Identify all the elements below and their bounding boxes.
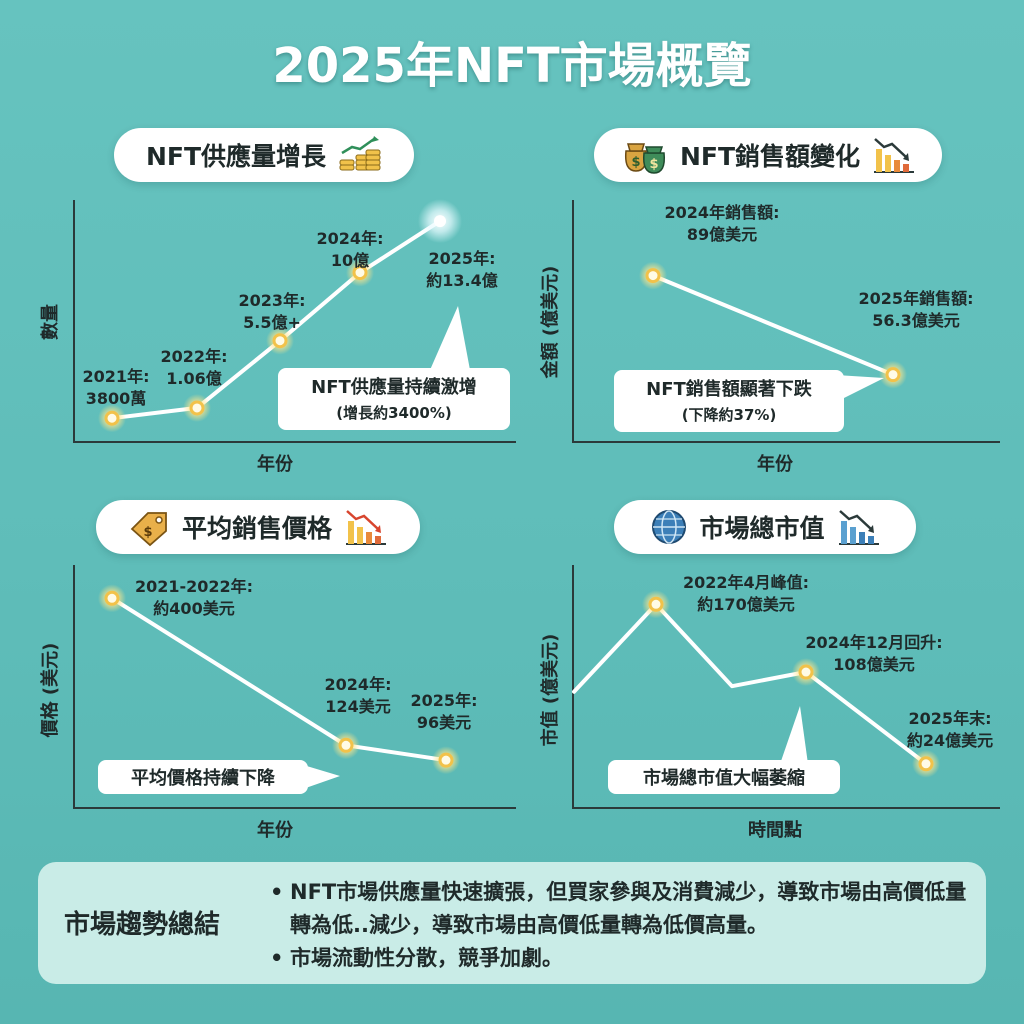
price-data-label: 2024年: — [325, 675, 392, 694]
sales-data-label: 56.3億美元 — [872, 311, 959, 330]
market-callout-tail — [780, 706, 808, 764]
price-tag-icon: $ — [130, 512, 167, 547]
market-point — [648, 596, 664, 612]
price-x-axis-label: 年份 — [257, 819, 294, 841]
supply-point — [434, 215, 446, 228]
sales-chart-title: NFT銷售額變化 — [679, 142, 861, 171]
price-data-label: 2021-2022年: — [135, 577, 253, 596]
price-y-axis-label: 價格 (美元) — [39, 643, 61, 739]
supply-data-label: 約13.4億 — [426, 271, 497, 290]
market-data-label: 2025年末: — [909, 709, 992, 728]
summary-title: 市場趨勢總結 — [64, 910, 221, 940]
sales-x-axis-label: 年份 — [757, 453, 794, 475]
supply-data-label: 1.06億 — [166, 369, 221, 388]
supply-axes — [73, 200, 516, 443]
sales-point — [645, 268, 661, 284]
supply-callout-text: NFT供應量持續激增 — [311, 376, 477, 398]
supply-y-axis-label: 數量 — [39, 304, 61, 340]
bar-chart-down-icon — [346, 510, 386, 545]
supply-callout-box — [278, 368, 510, 430]
supply-data-label: 5.5億+ — [243, 313, 301, 332]
market-chart-header: 市場總市值 — [614, 500, 916, 554]
svg-text:$: $ — [143, 525, 152, 540]
market-point — [798, 664, 814, 680]
price-point — [104, 590, 120, 606]
supply-point — [272, 333, 288, 349]
supply-callout-tail — [430, 306, 470, 370]
supply-chart-title: NFT供應量增長 — [145, 142, 327, 171]
market-data-label: 約24億美元 — [907, 731, 993, 750]
sales-series-line — [651, 273, 895, 377]
sales-callout-box — [614, 370, 844, 432]
supply-point — [104, 410, 120, 426]
sales-y-axis-label: 金額 (億美元) — [539, 266, 561, 380]
svg-text:$: $ — [631, 155, 640, 170]
supply-chart-header: NFT供應量增長 — [114, 128, 414, 182]
supply-data-label: 2024年: — [317, 229, 384, 248]
price-data-label: 96美元 — [417, 713, 471, 732]
summary-list: NFT市場供應量快速擴張，但買家參與及消費減少，導致市場由高價低量轉為低..減少… — [270, 876, 970, 975]
supply-data-label: 2022年: — [161, 347, 228, 366]
price-axes — [73, 565, 516, 809]
price-callout-tail — [300, 764, 340, 790]
globe-icon — [652, 510, 687, 544]
market-trend-summary: 市場趨勢總結 NFT市場供應量快速擴張，但買家參與及消費減少，導致市場由高價低量… — [38, 862, 986, 984]
supply-point — [352, 265, 368, 281]
price-data-label: 約400美元 — [153, 599, 234, 618]
price-chart-header: $ 平均銷售價格 — [96, 500, 420, 554]
market-callout-box — [608, 760, 840, 794]
price-point — [438, 752, 454, 768]
market-y-axis-label: 市值 (億美元) — [539, 634, 561, 747]
supply-callout-subtext: (增長約3400%) — [336, 404, 452, 422]
market-data-label: 2022年4月峰值: — [683, 573, 809, 592]
price-chart-title: 平均銷售價格 — [181, 514, 332, 543]
market-point — [918, 756, 934, 772]
supply-data-label: 2025年: — [429, 249, 496, 268]
price-data-label: 2025年: — [411, 691, 478, 710]
market-data-label: 2024年12月回升: — [805, 633, 942, 652]
supply-data-label: 2023年: — [239, 291, 306, 310]
sales-data-label: 2024年銷售額: — [665, 203, 780, 222]
sales-chart-header: $ $ NFT銷售額變化 — [594, 128, 942, 182]
bar-chart-down-icon — [838, 510, 879, 545]
supply-data-label: 10億 — [331, 251, 369, 270]
market-data-label: 108億美元 — [833, 655, 914, 674]
supply-data-label: 2021年: — [83, 367, 150, 386]
sales-point — [885, 367, 901, 383]
bar-chart-down-icon — [874, 138, 915, 173]
market-x-axis-label: 時間點 — [748, 820, 802, 841]
coin-stack-rising-icon — [339, 136, 381, 171]
price-callout-text: 平均價格持續下降 — [131, 767, 276, 789]
market-series-line — [572, 602, 928, 766]
supply-point — [189, 400, 205, 416]
money-bags-icon: $ $ — [624, 143, 665, 174]
sales-callout-subtext: (下降約37%) — [682, 406, 777, 424]
summary-point: NFT市場供應量快速擴張，但買家參與及消費減少，導致市場由高價低量轉為低..減少… — [270, 876, 970, 942]
market-callout-text: 市場總市值大幅萎縮 — [643, 767, 805, 789]
market-chart-title: 市場總市值 — [699, 514, 825, 543]
supply-data-label: 3800萬 — [86, 389, 147, 408]
summary-point: 市場流動性分散，競爭加劇。 — [270, 942, 970, 975]
price-data-label: 124美元 — [325, 697, 390, 716]
sales-data-label: 2025年銷售額: — [859, 289, 974, 308]
sales-callout-text: NFT銷售額顯著下跌 — [646, 378, 813, 400]
market-axes — [572, 565, 1000, 809]
svg-text:$: $ — [649, 157, 658, 172]
price-series-line — [110, 596, 448, 763]
sales-data-label: 89億美元 — [687, 225, 757, 244]
price-point — [338, 737, 354, 753]
page-title: 2025年NFT市場概覽 — [272, 38, 752, 94]
price-callout-box — [98, 760, 308, 794]
market-data-label: 約170億美元 — [697, 595, 794, 614]
supply-x-axis-label: 年份 — [257, 453, 294, 475]
sales-axes — [572, 200, 1000, 443]
